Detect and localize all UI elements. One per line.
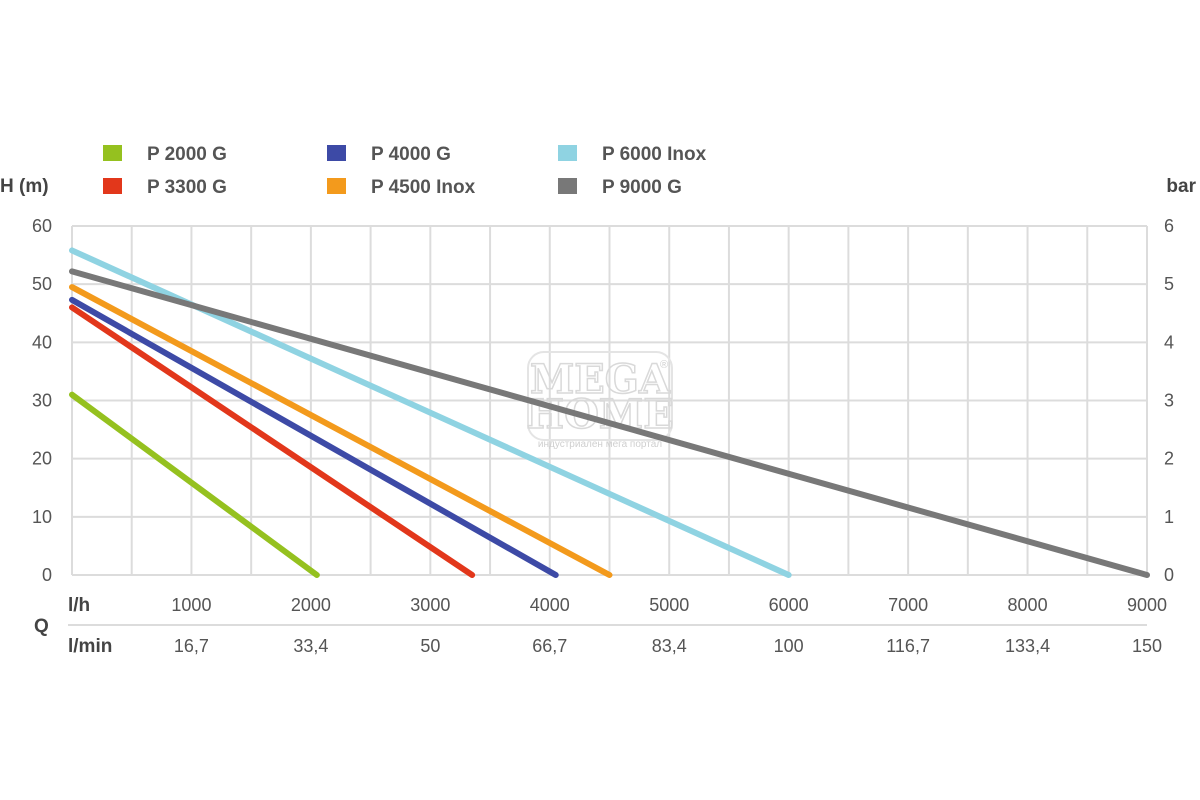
legend-label-5: P 6000 Inox xyxy=(602,144,707,165)
legend-swatch-4 xyxy=(327,178,346,194)
y-tick-label: 20 xyxy=(32,449,52,469)
x-tick-label: 1000 xyxy=(171,595,211,615)
x2-tick-label: 16,7 xyxy=(174,636,209,656)
y-tick-label: 50 xyxy=(32,274,52,294)
legend-swatch-3 xyxy=(327,145,346,161)
x2-tick-label: 150 xyxy=(1132,636,1162,656)
watermark-line1: MEGA xyxy=(530,356,671,403)
series-lines xyxy=(69,247,1150,578)
x-axis-unit-lh: l/h xyxy=(68,595,90,616)
x-axis-ticks: 1000 2000 3000 4000 5000 6000 7000 8000 9000 xyxy=(171,595,1167,615)
y-tick-label: 40 xyxy=(32,332,52,352)
x2-tick-label: 33,4 xyxy=(293,636,328,656)
x-axis-unit-lmin: l/min xyxy=(68,636,112,657)
y2-tick-label: 5 xyxy=(1164,274,1174,294)
y2-tick-label: 2 xyxy=(1164,449,1174,469)
legend: P 2000 G P 3300 G P 4000 G P 4500 Inox P 600… xyxy=(103,144,707,198)
x-tick-label: 5000 xyxy=(649,595,689,615)
y2-axis-ticks: 0 1 2 3 4 5 6 xyxy=(1164,216,1174,585)
chart-grid xyxy=(68,225,1148,626)
legend-label-4: P 4500 Inox xyxy=(371,177,476,198)
watermark-registered: ® xyxy=(660,359,668,371)
x-tick-label: 8000 xyxy=(1008,595,1048,615)
x2-tick-label: 133,4 xyxy=(1005,636,1050,656)
series-line-6 xyxy=(69,268,1150,578)
series-line-4 xyxy=(69,284,613,578)
y-tick-label: 0 xyxy=(42,565,52,585)
watermark-line2: HOME xyxy=(526,391,673,438)
legend-label-6: P 9000 G xyxy=(602,177,682,198)
series-line-3 xyxy=(69,296,559,578)
legend-swatch-2 xyxy=(103,178,122,194)
legend-label-1: P 2000 G xyxy=(147,144,227,165)
x2-tick-label: 50 xyxy=(420,636,440,656)
legend-label-2: P 3300 G xyxy=(147,177,227,198)
y2-tick-label: 1 xyxy=(1164,507,1174,527)
y2-tick-label: 6 xyxy=(1164,216,1174,236)
y-tick-label: 10 xyxy=(32,507,52,527)
watermark-tagline: индустриален мега портал xyxy=(538,439,662,450)
legend-label-3: P 4000 G xyxy=(371,144,451,165)
x2-axis-ticks: 16,7 33,4 50 66,7 83,4 100 116,7 133,4 150 xyxy=(174,636,1162,656)
x2-tick-label: 66,7 xyxy=(532,636,567,656)
x-tick-label: 2000 xyxy=(291,595,331,615)
legend-swatch-6 xyxy=(558,178,577,194)
x-tick-label: 9000 xyxy=(1127,595,1167,615)
q-label: Q xyxy=(34,616,49,637)
x2-tick-label: 116,7 xyxy=(886,636,930,656)
legend-swatch-5 xyxy=(558,145,577,161)
x-tick-label: 4000 xyxy=(530,595,570,615)
x-tick-label: 6000 xyxy=(769,595,809,615)
x2-tick-label: 100 xyxy=(774,636,804,656)
y2-tick-label: 0 xyxy=(1164,565,1174,585)
series-line-1 xyxy=(69,391,320,578)
y-tick-label: 60 xyxy=(32,216,52,236)
series-line-2 xyxy=(69,304,476,578)
y-axis-label: H (m) xyxy=(0,176,49,197)
x-tick-label: 3000 xyxy=(410,595,450,615)
x-tick-label: 7000 xyxy=(888,595,928,615)
y2-tick-label: 3 xyxy=(1164,391,1174,411)
y2-axis-label: bar xyxy=(1166,176,1196,197)
x2-tick-label: 83,4 xyxy=(652,636,687,656)
y2-tick-label: 4 xyxy=(1164,332,1174,352)
y-tick-label: 30 xyxy=(32,391,52,411)
watermark-frame xyxy=(527,351,673,441)
y-axis-ticks: 0 10 20 30 40 50 60 xyxy=(32,216,52,585)
watermark: MEGA HOME ® индустриален мега портал xyxy=(526,351,674,450)
legend-swatch-1 xyxy=(103,145,122,161)
